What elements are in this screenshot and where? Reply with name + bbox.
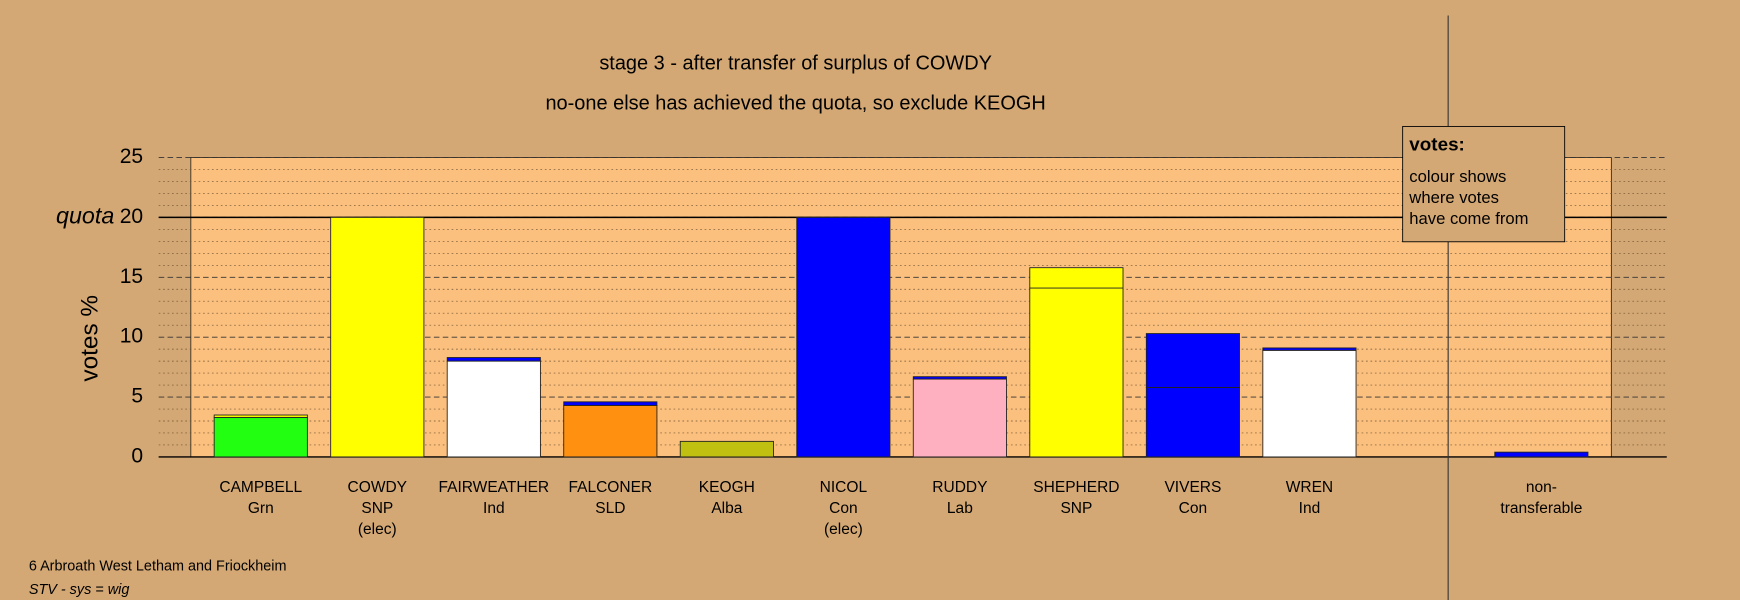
x-tick-label: SLD	[595, 500, 625, 517]
x-tick-label: RUDDY	[932, 479, 988, 496]
x-tick-label: Alba	[711, 500, 742, 517]
y-tick-label: 5	[131, 385, 143, 408]
chart-title: stage 3 - after transfer of surplus of C…	[599, 53, 992, 75]
x-tick-label: SNP	[361, 500, 393, 517]
bar-segment	[1262, 347, 1357, 351]
note-title: votes:	[1409, 133, 1465, 154]
bar-segment	[1262, 349, 1357, 458]
bars: CAMPBELL Grn COWDY SNP (elec) FAIRWEATHER Ind F…	[213, 216, 1589, 538]
bar-segment	[213, 416, 308, 458]
bar-segment	[679, 440, 774, 458]
y-tick-label: 15	[120, 265, 143, 288]
x-tick-label: NICOL	[820, 479, 868, 496]
x-tick-label: FALCONER	[568, 479, 652, 496]
x-tick-label: CAMPBELL	[219, 479, 302, 496]
x-tick-label: KEOGH	[699, 479, 755, 496]
bar-segment	[1029, 287, 1124, 458]
y-tick-label: 0	[131, 444, 143, 467]
bar-segment	[213, 414, 308, 418]
y-tick-label: 10	[120, 325, 143, 348]
x-tick-label: transferable	[1500, 500, 1582, 517]
plot-area	[190, 157, 1612, 458]
bar-segment	[1029, 267, 1124, 289]
x-tick-label: non-	[1526, 479, 1557, 496]
bar-segment	[1494, 451, 1589, 458]
bar-segment	[912, 378, 1007, 458]
x-tick-label: Ind	[483, 500, 505, 517]
y-tick-label: 20	[120, 205, 143, 228]
bar-segment	[563, 401, 658, 406]
x-tick-label: (elec)	[824, 521, 863, 538]
x-tick-label: Lab	[947, 500, 973, 517]
x-tick-label: (elec)	[358, 521, 397, 538]
y-tick-label: 25	[120, 145, 143, 168]
x-tick-label: SNP	[1060, 500, 1092, 517]
bar-segment	[446, 357, 541, 362]
bar-segment	[796, 216, 891, 458]
bar-segment	[446, 360, 541, 458]
note-line: have come from	[1409, 209, 1528, 228]
x-tick-label: Con	[829, 500, 857, 517]
x-tick-label: SHEPHERD	[1033, 479, 1119, 496]
x-tick-label: FAIRWEATHER	[438, 479, 549, 496]
x-tick-label: Con	[1179, 500, 1207, 517]
x-tick-label: VIVERS	[1164, 479, 1221, 496]
quota-label: quota	[56, 203, 114, 229]
x-tick-label: Grn	[248, 500, 274, 517]
x-tick-label: COWDY	[348, 479, 408, 496]
bar-segment	[563, 404, 658, 458]
bar-segment	[330, 216, 425, 458]
note-line: where votes	[1408, 188, 1499, 207]
bar-segment	[1145, 387, 1240, 458]
x-tick-label: Ind	[1299, 500, 1321, 517]
note-line: colour shows	[1409, 167, 1506, 186]
footer-line: STV - sys = wig	[29, 582, 129, 598]
footer-line: 6 Arbroath West Letham and Friockheim	[29, 559, 287, 575]
y-axis-label: votes %	[76, 295, 103, 382]
bar-segment	[912, 376, 1007, 380]
chart-subtitle: no-one else has achieved the quota, so e…	[545, 93, 1045, 115]
x-tick-label: WREN	[1286, 479, 1333, 496]
note-box	[1402, 125, 1566, 243]
bar-segment	[1145, 333, 1240, 388]
